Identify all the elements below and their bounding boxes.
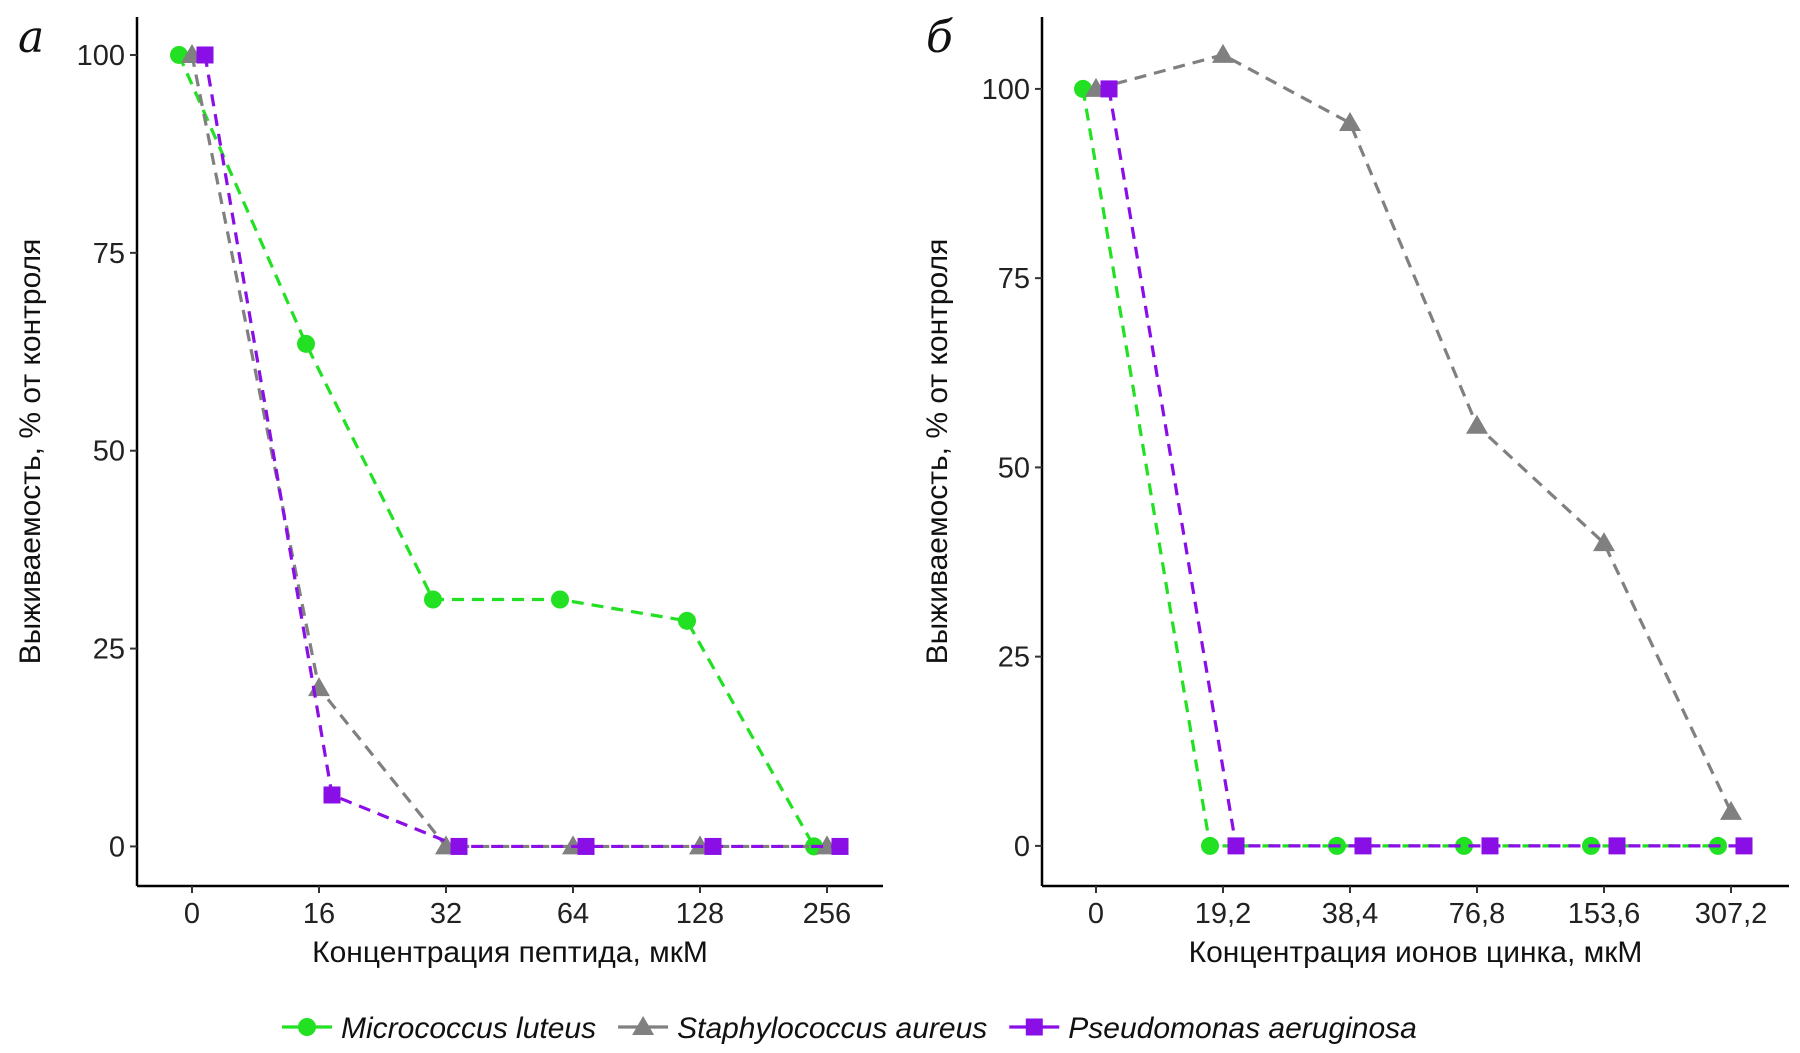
data-point (551, 590, 569, 609)
legend-circle-icon (298, 1018, 316, 1036)
data-point (323, 786, 341, 804)
panel-b: б 0 25 50 75 100 0 19,2 38,4 76,8 153,6 307,2 Концен… (921, 12, 1789, 969)
data-point (297, 334, 315, 353)
data-point (1201, 836, 1219, 855)
legend-label: Pseudomonas aeruginosa (1068, 1012, 1417, 1045)
data-point (1227, 837, 1245, 855)
x-tick-label: 76,8 (1449, 898, 1505, 930)
x-tick-label: 32 (430, 898, 462, 930)
x-tick-label: 0 (1088, 898, 1104, 930)
legend-label: Staphylococcus aureus (677, 1012, 987, 1045)
data-point (1608, 837, 1626, 855)
x-tick-label: 19,2 (1195, 898, 1251, 930)
data-point (196, 46, 214, 64)
y-tick-label: 75 (998, 263, 1030, 295)
y-tick-label: 100 (982, 74, 1030, 106)
y-tick-label: 0 (109, 831, 125, 863)
x-tick-label: 307,2 (1695, 898, 1768, 930)
series-line-staphylococcus-aureus (1095, 53, 1733, 813)
x-tick-label: 38,4 (1322, 898, 1378, 930)
y-tick-label: 100 (77, 40, 125, 72)
data-point (1339, 111, 1361, 131)
x-tick-label: 256 (803, 898, 851, 930)
data-point (1455, 836, 1473, 855)
x-axis-title: Концентрация ионов цинка, мкМ (1189, 936, 1643, 969)
series-line-pseudomonas-aeruginosa (203, 54, 840, 849)
data-point (1593, 532, 1615, 552)
y-tick-label: 25 (93, 634, 125, 666)
panel-label: б (926, 12, 953, 63)
y-tick-label: 50 (998, 452, 1030, 484)
series-line-micrococcus-luteus (1081, 88, 1718, 848)
x-tick-label: 16 (303, 898, 335, 930)
y-tick-label: 0 (1014, 831, 1030, 863)
data-point (577, 837, 595, 855)
data-point (831, 837, 849, 855)
data-point (1481, 837, 1499, 855)
data-point (678, 611, 696, 630)
data-point (1466, 414, 1488, 434)
y-tick-label: 75 (93, 238, 125, 270)
x-tick-label: 153,6 (1568, 898, 1641, 930)
series-line-micrococcus-luteus (177, 54, 816, 848)
legend-label: Micrococcus luteus (341, 1012, 596, 1045)
x-tick-label: 64 (557, 898, 589, 930)
legend: Micrococcus luteus Staphylococcus aureus P… (282, 1012, 1417, 1045)
data-point (1354, 837, 1372, 855)
data-point (1720, 800, 1742, 820)
y-tick-label: 50 (93, 436, 125, 468)
series-line-pseudomonas-aeruginosa (1107, 88, 1744, 848)
data-point (704, 837, 722, 855)
x-axis-title: Концентрация пептида, мкМ (312, 936, 708, 969)
x-tick-label: 0 (184, 898, 200, 930)
panel-label: а (18, 12, 44, 63)
y-axis-title: Выживаемость, % от контроля (14, 239, 47, 665)
data-point (1735, 837, 1753, 855)
y-tick-label: 25 (998, 642, 1030, 674)
series-line-staphylococcus-aureus (190, 54, 827, 849)
panel-a: а 0 25 50 75 100 0 16 32 64 128 256 Концентрация пеп… (14, 12, 883, 969)
data-point (424, 590, 442, 609)
legend-triangle-icon (632, 1016, 655, 1035)
legend-square-icon (1025, 1018, 1043, 1036)
x-tick-label: 128 (676, 898, 724, 930)
data-point (308, 677, 330, 697)
y-axis-title: Выживаемость, % от контроля (921, 239, 954, 665)
data-point (450, 837, 468, 855)
data-point (1212, 43, 1234, 63)
data-point (1100, 80, 1118, 98)
